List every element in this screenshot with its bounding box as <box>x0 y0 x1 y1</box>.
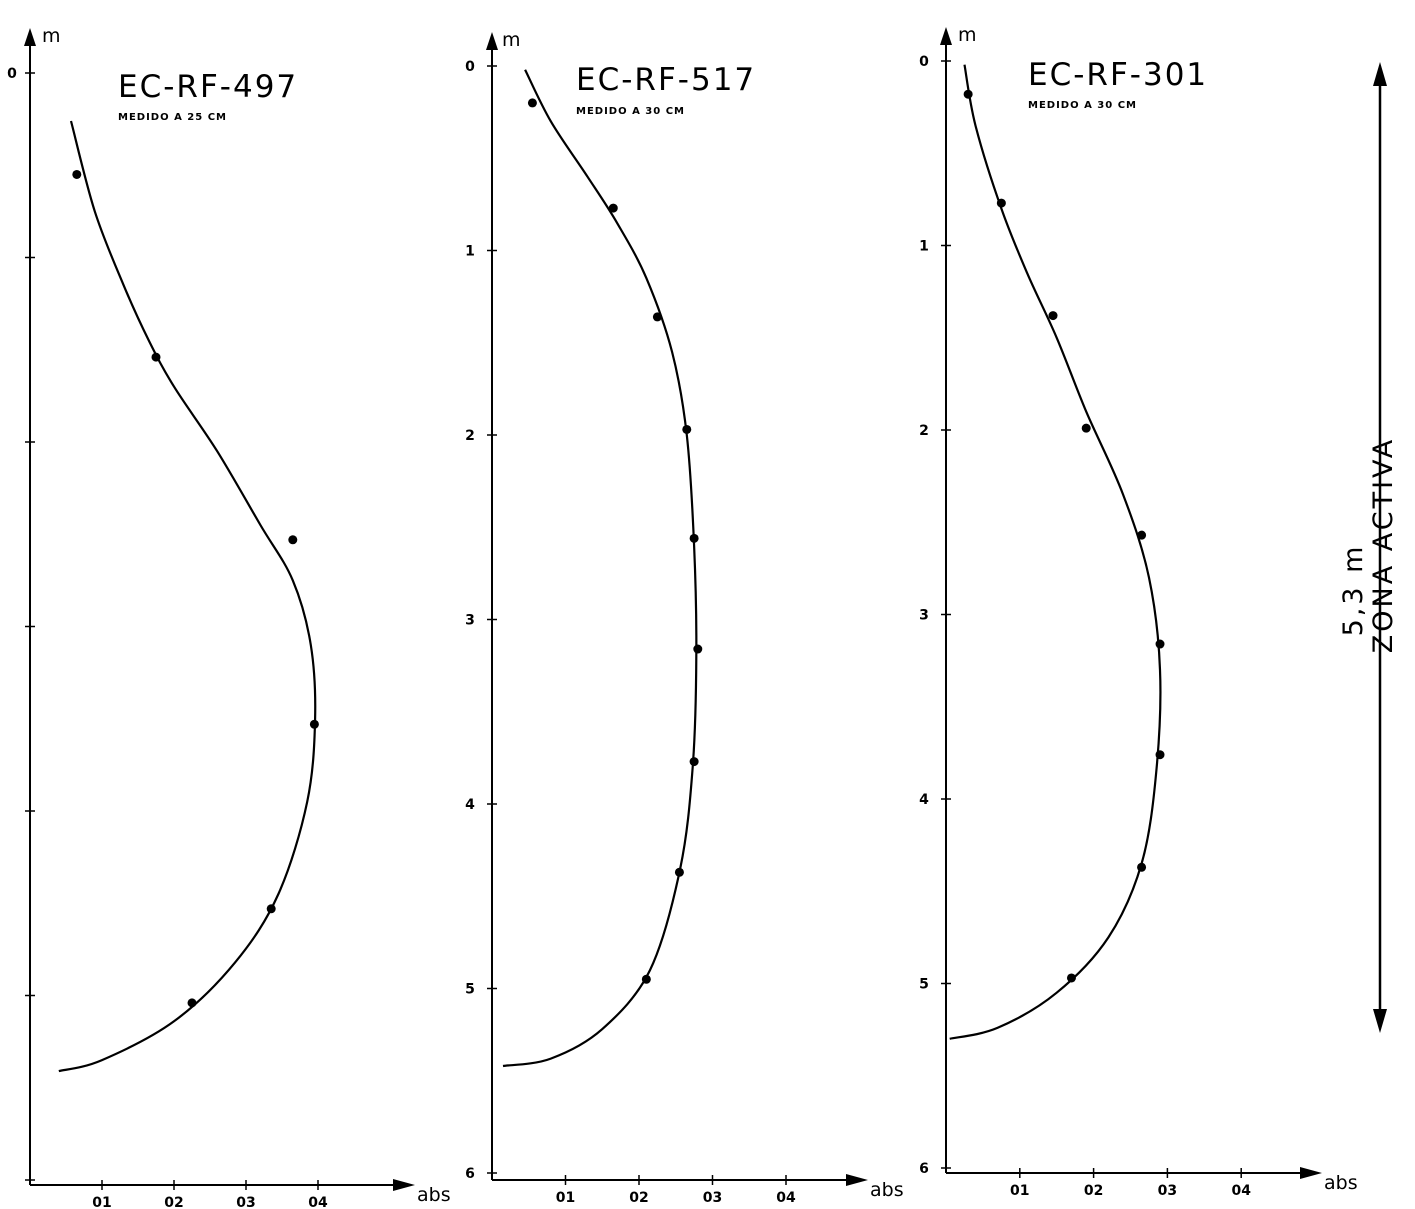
active-zone-arrow-up-icon <box>1373 62 1387 86</box>
chart-panel-1: m abs 0 01 02 03 04 EC-RF-497 MEDIDO A 25 CM <box>7 25 450 1209</box>
y-tick-label: 5 <box>919 977 929 993</box>
profile-curve <box>949 64 1162 1040</box>
y-axis-label: m <box>42 25 61 47</box>
data-point <box>963 89 973 99</box>
x-tick-label: 03 <box>703 1190 722 1206</box>
data-point <box>151 352 161 362</box>
data-point <box>693 644 703 654</box>
data-point <box>1066 973 1076 983</box>
data-point <box>1137 530 1147 540</box>
y-axis-arrow-icon <box>940 27 952 45</box>
x-tick-label: 03 <box>236 1195 255 1209</box>
x-axis-arrow-icon <box>393 1179 415 1191</box>
active-zone-depth-label: 5,3 m <box>1338 544 1369 637</box>
y-axis-label: m <box>502 29 521 51</box>
data-point <box>682 424 692 434</box>
data-point <box>72 169 82 179</box>
y-tick-label: 3 <box>465 613 475 629</box>
chart-subtitle: MEDIDO A 25 CM <box>118 112 227 123</box>
y-tick-label: 3 <box>919 608 929 624</box>
data-point <box>689 533 699 543</box>
y-tick-label: 6 <box>919 1161 929 1177</box>
active-zone-arrow-down-icon <box>1373 1009 1387 1033</box>
data-point <box>1155 639 1165 649</box>
x-axis-label: abs <box>870 1179 904 1201</box>
chart-subtitle: MEDIDO A 30 CM <box>1028 100 1137 111</box>
profile-curve <box>58 120 317 1073</box>
x-axis-arrow-icon <box>846 1174 868 1186</box>
x-tick-label: 03 <box>1158 1183 1177 1199</box>
x-axis-label: abs <box>417 1184 451 1206</box>
x-tick-label: 04 <box>308 1195 328 1209</box>
chart-title: EC-RF-497 <box>118 69 298 105</box>
x-axis-arrow-icon <box>1300 1167 1322 1179</box>
x-tick-label: 01 <box>556 1190 575 1206</box>
y-tick-label: 6 <box>465 1166 475 1182</box>
data-point <box>309 719 319 729</box>
y-tick-label: 1 <box>919 239 929 255</box>
y-tick-label: 2 <box>919 423 929 439</box>
x-tick-label: 04 <box>776 1190 796 1206</box>
x-tick-label: 01 <box>1010 1183 1029 1199</box>
profile-curve <box>502 69 698 1068</box>
data-point <box>641 974 651 984</box>
x-tick-label: 04 <box>1231 1183 1251 1199</box>
data-point <box>674 867 684 877</box>
y-axis-arrow-icon <box>24 28 36 46</box>
x-tick-label: 02 <box>164 1195 183 1209</box>
chart-title: EC-RF-301 <box>1028 57 1208 93</box>
y-tick-label: 2 <box>465 428 475 444</box>
chart-subtitle: MEDIDO A 30 CM <box>576 106 685 117</box>
data-point <box>1137 862 1147 872</box>
x-tick-label: 01 <box>92 1195 111 1209</box>
data-point <box>1081 423 1091 433</box>
chart-title: EC-RF-517 <box>576 62 756 98</box>
x-tick-label: 02 <box>1084 1183 1103 1199</box>
y-tick-label: 4 <box>465 797 475 813</box>
data-point <box>689 757 699 767</box>
data-point <box>527 98 537 108</box>
data-point <box>288 535 298 545</box>
data-point <box>652 312 662 322</box>
y-tick-label: 1 <box>465 244 475 260</box>
data-point <box>1048 311 1058 321</box>
data-point <box>1155 750 1165 760</box>
data-point <box>996 198 1006 208</box>
y-axis-label: m <box>958 24 977 46</box>
data-point <box>608 203 618 213</box>
data-point <box>187 998 197 1008</box>
y-axis-arrow-icon <box>486 32 498 50</box>
x-tick-label: 02 <box>629 1190 648 1206</box>
active-zone-label: ZONA ACTIVA <box>1368 437 1399 654</box>
y-tick-label: 5 <box>465 982 475 998</box>
y-tick-label: 0 <box>919 54 929 70</box>
y-tick-label: 0 <box>465 59 475 75</box>
y-tick-label: 0 <box>7 66 17 82</box>
active-zone-indicator: ZONA ACTIVA 5,3 m <box>1338 62 1399 1033</box>
x-axis-label: abs <box>1324 1172 1358 1194</box>
data-point <box>266 904 276 914</box>
y-tick-label: 4 <box>919 792 929 808</box>
